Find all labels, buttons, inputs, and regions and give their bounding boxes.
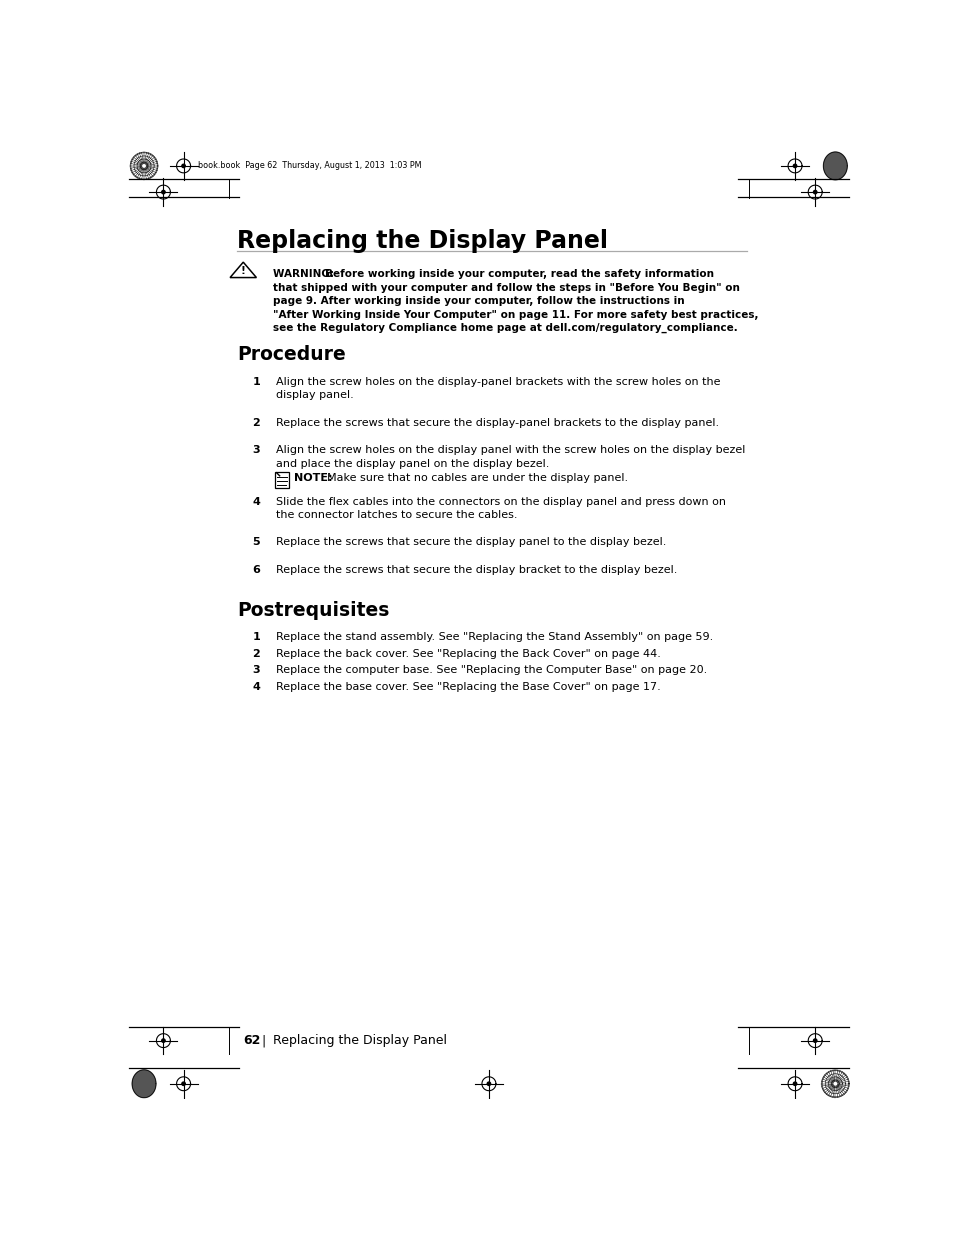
Text: "After Working Inside Your Computer" on page 11. For more safety best practices,: "After Working Inside Your Computer" on … (273, 310, 758, 320)
Text: Replace the base cover. See "Replacing the Base Cover" on page 17.: Replace the base cover. See "Replacing t… (275, 682, 659, 692)
Polygon shape (132, 1070, 155, 1098)
Polygon shape (813, 190, 816, 194)
Text: 62: 62 (243, 1034, 260, 1047)
Text: Replace the computer base. See "Replacing the Computer Base" on page 20.: Replace the computer base. See "Replacin… (275, 666, 706, 676)
Text: book.book  Page 62  Thursday, August 1, 2013  1:03 PM: book.book Page 62 Thursday, August 1, 20… (198, 162, 421, 170)
Text: !: ! (240, 267, 246, 277)
Text: Replace the stand assembly. See "Replacing the Stand Assembly" on page 59.: Replace the stand assembly. See "Replaci… (275, 632, 712, 642)
FancyBboxPatch shape (275, 472, 289, 488)
Text: 4: 4 (253, 496, 260, 506)
Text: Postrequisites: Postrequisites (236, 601, 389, 620)
Text: Replace the screws that secure the display-panel brackets to the display panel.: Replace the screws that secure the displ… (275, 417, 719, 427)
Polygon shape (162, 190, 165, 194)
Text: Slide the flex cables into the connectors on the display panel and press down on: Slide the flex cables into the connector… (275, 496, 725, 506)
Text: and place the display panel on the display bezel.: and place the display panel on the displ… (275, 458, 549, 468)
Text: Before working inside your computer, read the safety information: Before working inside your computer, rea… (325, 269, 714, 279)
Text: page 9. After working inside your computer, follow the instructions in: page 9. After working inside your comput… (273, 296, 683, 306)
Text: 1: 1 (253, 632, 260, 642)
Text: Align the screw holes on the display panel with the screw holes on the display b: Align the screw holes on the display pan… (275, 445, 744, 454)
Polygon shape (793, 164, 796, 168)
Text: NOTE:: NOTE: (294, 473, 333, 483)
Polygon shape (130, 152, 158, 180)
Polygon shape (182, 164, 185, 168)
Polygon shape (813, 1039, 816, 1042)
Text: Replace the screws that secure the display bracket to the display bezel.: Replace the screws that secure the displ… (275, 564, 677, 574)
Text: Make sure that no cables are under the display panel.: Make sure that no cables are under the d… (327, 473, 627, 483)
Text: 6: 6 (253, 564, 260, 574)
Text: that shipped with your computer and follow the steps in "Before You Begin" on: that shipped with your computer and foll… (273, 283, 739, 293)
Text: 3: 3 (253, 666, 260, 676)
Text: 2: 2 (253, 417, 260, 427)
Text: the connector latches to secure the cables.: the connector latches to secure the cabl… (275, 510, 517, 520)
Text: 5: 5 (253, 537, 260, 547)
Polygon shape (487, 1082, 490, 1086)
Text: |: | (261, 1034, 265, 1047)
Text: 1: 1 (253, 377, 260, 387)
Text: Procedure: Procedure (236, 345, 345, 363)
Text: Replacing the Display Panel: Replacing the Display Panel (236, 228, 607, 253)
Polygon shape (822, 152, 846, 180)
Text: display panel.: display panel. (275, 390, 354, 400)
Polygon shape (821, 1070, 848, 1098)
Text: 4: 4 (253, 682, 260, 692)
Text: Align the screw holes on the display-panel brackets with the screw holes on the: Align the screw holes on the display-pan… (275, 377, 720, 387)
Text: Replacing the Display Panel: Replacing the Display Panel (273, 1034, 446, 1047)
Polygon shape (182, 1082, 185, 1086)
Text: see the Regulatory Compliance home page at dell.com/regulatory_compliance.: see the Regulatory Compliance home page … (273, 324, 737, 333)
Text: 2: 2 (253, 648, 260, 658)
Polygon shape (162, 1039, 165, 1042)
Polygon shape (793, 1082, 796, 1086)
Text: WARNING:: WARNING: (273, 269, 340, 279)
Text: Replace the back cover. See "Replacing the Back Cover" on page 44.: Replace the back cover. See "Replacing t… (275, 648, 660, 658)
Text: Replace the screws that secure the display panel to the display bezel.: Replace the screws that secure the displ… (275, 537, 665, 547)
Text: 3: 3 (253, 445, 260, 454)
